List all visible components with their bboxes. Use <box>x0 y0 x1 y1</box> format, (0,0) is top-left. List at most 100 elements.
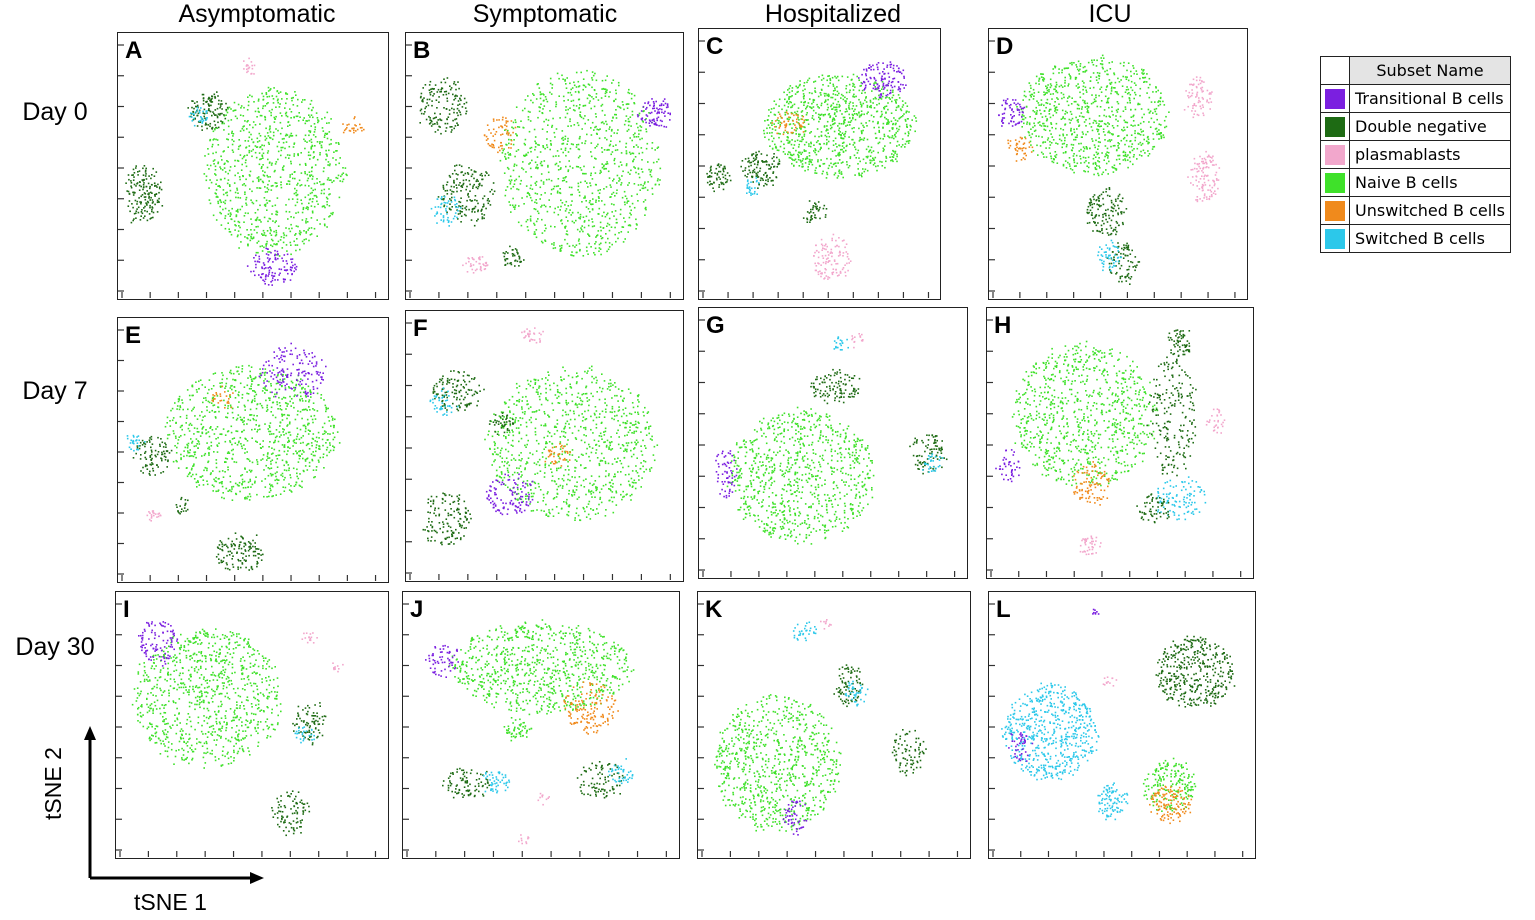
cell-point <box>786 111 788 113</box>
cell-point <box>831 166 833 168</box>
cell-point <box>831 256 833 258</box>
cell-point <box>861 173 863 175</box>
cell-point <box>817 128 819 130</box>
cell-point <box>234 224 236 226</box>
cell-point <box>1071 150 1073 152</box>
cell-point <box>227 183 229 185</box>
cell-point <box>786 102 788 104</box>
cell-point <box>642 185 644 187</box>
cell-point <box>245 159 247 161</box>
cell-point <box>894 134 896 136</box>
cell-point <box>882 96 884 98</box>
cell-point <box>214 96 216 98</box>
cell-point <box>439 113 441 115</box>
cell-point <box>277 279 279 281</box>
cell-point <box>154 204 156 206</box>
cell-point <box>750 194 752 196</box>
cell-point <box>600 243 602 245</box>
cell-point <box>1103 172 1105 174</box>
cell-point <box>602 167 604 169</box>
cell-point <box>864 82 866 84</box>
cell-point <box>652 188 654 190</box>
cell-point <box>296 225 298 227</box>
cell-point <box>1073 62 1075 64</box>
cell-point <box>152 199 154 201</box>
cell-point <box>605 242 607 244</box>
cell-point <box>838 101 840 103</box>
cell-point <box>223 189 225 191</box>
cell-point <box>1075 165 1077 167</box>
cell-point <box>833 107 835 109</box>
cell-point <box>884 145 886 147</box>
cell-point <box>795 127 797 129</box>
cell-point <box>881 161 883 163</box>
cell-point <box>853 74 855 76</box>
cell-point <box>363 129 365 131</box>
cell-point <box>881 98 883 100</box>
cell-point <box>197 115 199 117</box>
cell-point <box>505 189 507 191</box>
cell-point <box>887 94 889 96</box>
cell-point <box>861 106 863 108</box>
cell-point <box>206 176 208 178</box>
cell-point <box>842 132 844 134</box>
cell-point <box>883 123 885 125</box>
cell-point <box>838 93 840 95</box>
cell-point <box>283 169 285 171</box>
cell-point <box>262 164 264 166</box>
cell-point <box>267 221 269 223</box>
cell-point <box>815 112 817 114</box>
cell-point <box>264 268 266 270</box>
cell-point <box>1129 102 1131 104</box>
cell-point <box>785 114 787 116</box>
cell-point <box>789 88 791 90</box>
cell-point <box>789 92 791 94</box>
cell-point <box>1125 152 1127 154</box>
cell-point <box>161 189 163 191</box>
cell-point <box>217 201 219 203</box>
cell-point <box>896 107 898 109</box>
cell-point <box>865 87 867 89</box>
row-title-day-30: Day 30 <box>0 633 110 662</box>
cell-point <box>523 259 525 261</box>
cell-point <box>749 170 751 172</box>
cell-point <box>814 172 816 174</box>
cell-point <box>464 207 466 209</box>
cell-point <box>1042 116 1044 118</box>
cell-point <box>1099 126 1101 128</box>
cell-point <box>878 95 880 97</box>
cell-point <box>544 240 546 242</box>
cell-point <box>1120 116 1122 118</box>
cell-point <box>797 111 799 113</box>
cell-point <box>1045 147 1047 149</box>
cell-point <box>849 117 851 119</box>
cell-point <box>142 189 144 191</box>
cell-point <box>431 105 433 107</box>
cell-point <box>439 91 441 93</box>
cell-point <box>1077 121 1079 123</box>
cell-point <box>296 266 298 268</box>
cell-point <box>197 107 199 109</box>
cell-point <box>747 173 749 175</box>
cell-point <box>842 95 844 97</box>
cell-point <box>233 133 235 135</box>
cell-point <box>754 163 756 165</box>
cell-point <box>215 192 217 194</box>
cell-point <box>274 254 276 256</box>
cell-point <box>546 131 548 133</box>
cell-point <box>601 200 603 202</box>
cell-point <box>650 121 652 123</box>
cell-point <box>546 99 548 101</box>
cell-point <box>491 189 493 191</box>
cell-point <box>818 76 820 78</box>
cell-point <box>873 164 875 166</box>
cell-point <box>272 272 274 274</box>
cell-point <box>1125 106 1127 108</box>
cell-point <box>768 164 770 166</box>
cell-point <box>146 211 148 213</box>
cell-point <box>316 182 318 184</box>
cell-point <box>261 268 263 270</box>
cell-point <box>911 119 913 121</box>
cell-point <box>502 117 504 119</box>
cell-point <box>230 108 232 110</box>
